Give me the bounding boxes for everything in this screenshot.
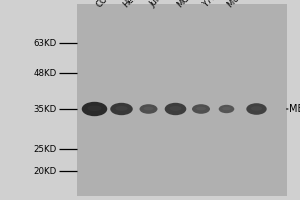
Ellipse shape <box>169 106 181 111</box>
Text: COLO320: COLO320 <box>94 0 129 9</box>
Ellipse shape <box>196 107 206 110</box>
Ellipse shape <box>115 106 128 111</box>
Text: MBD3: MBD3 <box>290 104 300 114</box>
Bar <box>76 4 286 196</box>
Text: 25KD: 25KD <box>33 144 56 154</box>
Text: 20KD: 20KD <box>33 166 56 176</box>
Ellipse shape <box>246 103 267 115</box>
Ellipse shape <box>82 102 107 116</box>
Ellipse shape <box>110 103 133 115</box>
Text: 48KD: 48KD <box>33 68 56 77</box>
Ellipse shape <box>222 107 231 110</box>
Ellipse shape <box>144 107 153 110</box>
Text: MCF7: MCF7 <box>176 0 198 9</box>
Text: 63KD: 63KD <box>33 38 56 47</box>
Text: 35KD: 35KD <box>33 104 56 114</box>
Text: Jurkat: Jurkat <box>148 0 172 9</box>
Text: Y79: Y79 <box>201 0 218 9</box>
Ellipse shape <box>251 106 262 111</box>
Ellipse shape <box>219 105 234 113</box>
Ellipse shape <box>88 106 101 111</box>
Ellipse shape <box>192 104 210 114</box>
Ellipse shape <box>165 103 186 115</box>
Text: Mouse testis: Mouse testis <box>226 0 270 9</box>
Text: HeLa: HeLa <box>122 0 143 9</box>
Ellipse shape <box>140 104 158 114</box>
